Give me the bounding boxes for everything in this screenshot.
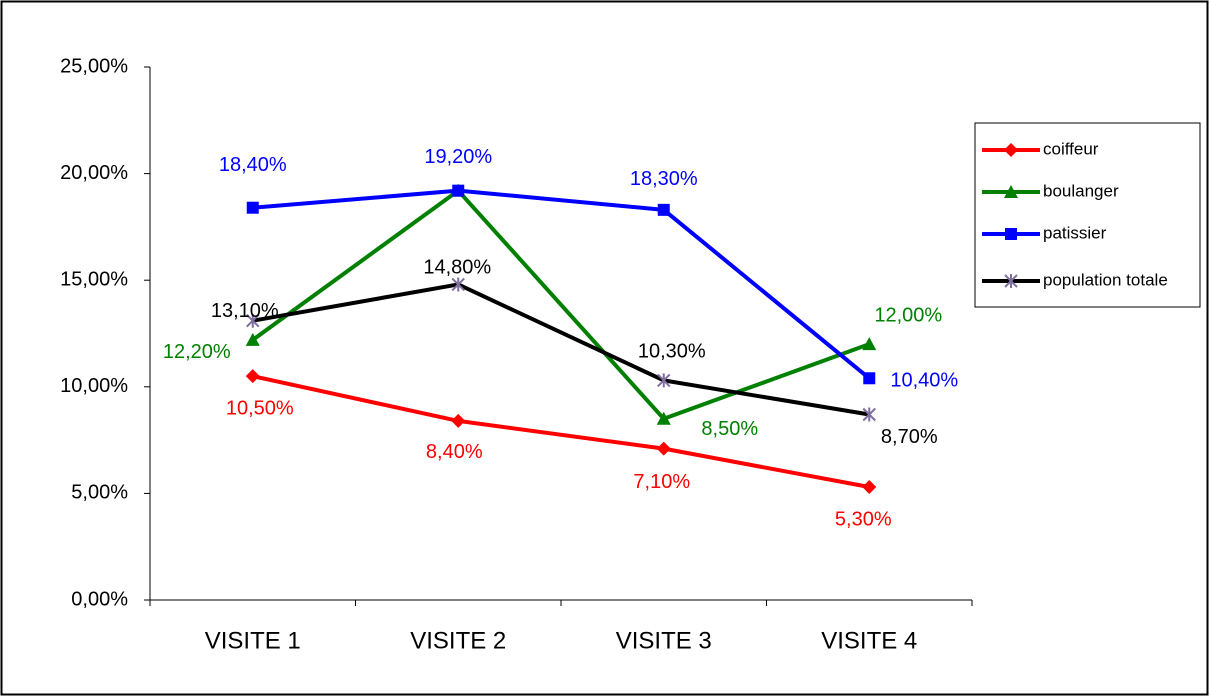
point: [657, 203, 670, 216]
legend-label: patissier: [1043, 223, 1107, 242]
data-label: 10,40%: [890, 370, 958, 392]
point: [656, 441, 671, 456]
data-label: 8,50%: [701, 418, 758, 440]
point: [245, 332, 260, 346]
point: [246, 313, 260, 328]
data-label: 10,30%: [638, 341, 706, 363]
point: [863, 372, 876, 385]
point: [862, 407, 876, 422]
point: [862, 337, 877, 351]
x-tick-label: VISITE 2: [410, 627, 506, 654]
y-tick-label: 0,00%: [71, 588, 128, 610]
legend-label: boulanger: [1043, 181, 1119, 200]
y-tick-label: 15,00%: [60, 268, 128, 290]
point: [245, 369, 260, 384]
point: [246, 201, 259, 214]
point: [657, 373, 671, 388]
point: [452, 184, 465, 197]
point: [862, 480, 877, 495]
point: [451, 413, 466, 428]
data-label: 10,50%: [226, 397, 294, 419]
data-label: 19,20%: [424, 146, 492, 168]
series-line: [252, 188, 871, 380]
data-label: 12,00%: [874, 304, 942, 326]
series-line: [252, 374, 870, 489]
y-tick-label: 5,00%: [71, 482, 128, 504]
data-label: 8,70%: [881, 426, 938, 448]
data-label: 18,30%: [630, 168, 698, 190]
data-label: 13,10%: [211, 300, 279, 322]
legend-marker: [1005, 228, 1017, 240]
data-label: 8,40%: [426, 441, 483, 463]
point: [451, 277, 465, 292]
legend-marker: [1004, 185, 1018, 198]
data-label: 14,80%: [423, 257, 491, 279]
data-label: 18,40%: [219, 154, 287, 176]
data-label: 5,30%: [835, 508, 892, 530]
point: [656, 411, 671, 425]
x-tick-label: VISITE 1: [205, 627, 301, 654]
legend-marker: [1004, 274, 1018, 288]
y-tick-label: 25,00%: [60, 55, 128, 77]
legend-label: population totale: [1043, 270, 1168, 289]
y-tick-label: 20,00%: [60, 162, 128, 184]
data-label: 7,10%: [633, 471, 690, 493]
series-line: [252, 282, 870, 417]
x-tick-label: VISITE 4: [821, 627, 917, 654]
y-tick-label: 10,00%: [60, 375, 128, 397]
legend-marker: [1004, 143, 1018, 157]
x-tick-label: VISITE 3: [616, 627, 712, 654]
series-line: [251, 188, 870, 421]
data-label: 12,20%: [163, 341, 231, 363]
legend-label: coiffeur: [1043, 139, 1099, 158]
